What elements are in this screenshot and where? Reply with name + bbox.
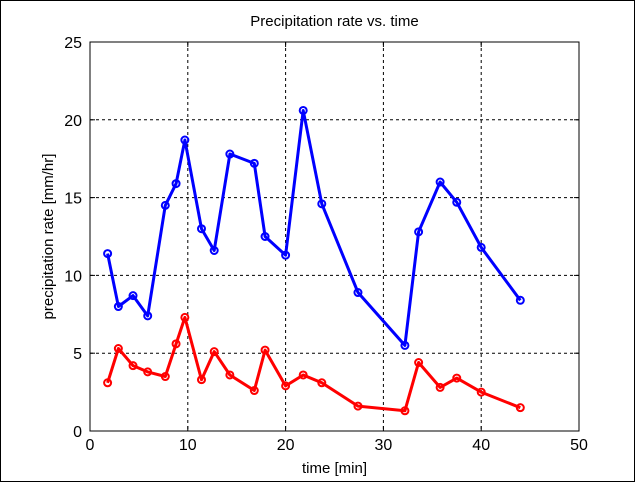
- data-point: [113, 344, 123, 354]
- x-tick-label: 30: [375, 437, 393, 454]
- series-group: [103, 105, 525, 416]
- data-point: [260, 232, 270, 241]
- data-point: [281, 381, 291, 391]
- data-point: [435, 177, 445, 187]
- data-point: [196, 375, 206, 385]
- y-tick-label: 10: [64, 268, 82, 285]
- data-point: [353, 288, 363, 298]
- x-tick-label: 50: [570, 437, 588, 454]
- data-point: [260, 345, 270, 355]
- data-point: [128, 291, 138, 301]
- grid: [90, 42, 579, 431]
- series-1: [103, 105, 525, 350]
- chart-title: Precipitation rate vs. time: [250, 13, 418, 30]
- data-point: [103, 378, 113, 388]
- data-point: [400, 340, 410, 350]
- data-point: [160, 200, 170, 210]
- data-point: [225, 149, 235, 159]
- x-tick-label: 20: [277, 437, 295, 454]
- data-point: [298, 370, 308, 380]
- y-tick-label: 15: [64, 191, 82, 208]
- data-point: [515, 295, 525, 305]
- data-point: [143, 367, 153, 377]
- data-point: [452, 373, 462, 383]
- axes-frame: [89, 41, 580, 432]
- y-tick-label: 5: [73, 346, 82, 363]
- data-point: [317, 199, 327, 209]
- data-point: [298, 105, 308, 115]
- data-point: [103, 249, 113, 259]
- data-point: [400, 406, 410, 416]
- series-2: [103, 312, 525, 416]
- data-point: [353, 401, 363, 411]
- data-point: [476, 387, 486, 397]
- data-point: [209, 347, 219, 357]
- data-point: [249, 158, 259, 168]
- series-line: [106, 109, 522, 347]
- data-point: [180, 312, 190, 322]
- ticks: 0 10 20 30 40 50 0 5 10 15 20 25: [64, 35, 588, 454]
- data-point: [249, 386, 259, 396]
- data-point: [143, 311, 153, 321]
- data-point: [414, 227, 424, 237]
- data-point: [225, 370, 235, 380]
- data-point: [452, 197, 462, 207]
- series-line: [106, 315, 521, 413]
- data-point: [196, 224, 206, 234]
- x-tick-label: 0: [86, 437, 95, 454]
- data-point: [414, 358, 424, 368]
- y-tick-label: 20: [64, 113, 82, 130]
- data-point: [180, 135, 190, 145]
- data-point: [317, 378, 327, 388]
- data-point: [476, 242, 486, 252]
- data-point: [160, 372, 170, 382]
- data-point: [209, 246, 219, 256]
- y-axis-label: precipitation rate [mm/hr]: [40, 154, 57, 320]
- data-point: [435, 382, 445, 392]
- x-tick-label: 10: [179, 437, 197, 454]
- data-point: [515, 403, 525, 413]
- data-point: [171, 339, 181, 349]
- y-tick-label: 0: [73, 424, 82, 441]
- data-point: [171, 179, 181, 189]
- data-point: [281, 250, 291, 260]
- y-tick-label: 25: [64, 35, 82, 52]
- data-point: [113, 302, 123, 312]
- x-axis-label: time [min]: [302, 460, 367, 477]
- x-tick-label: 40: [472, 437, 490, 454]
- data-point: [128, 361, 138, 371]
